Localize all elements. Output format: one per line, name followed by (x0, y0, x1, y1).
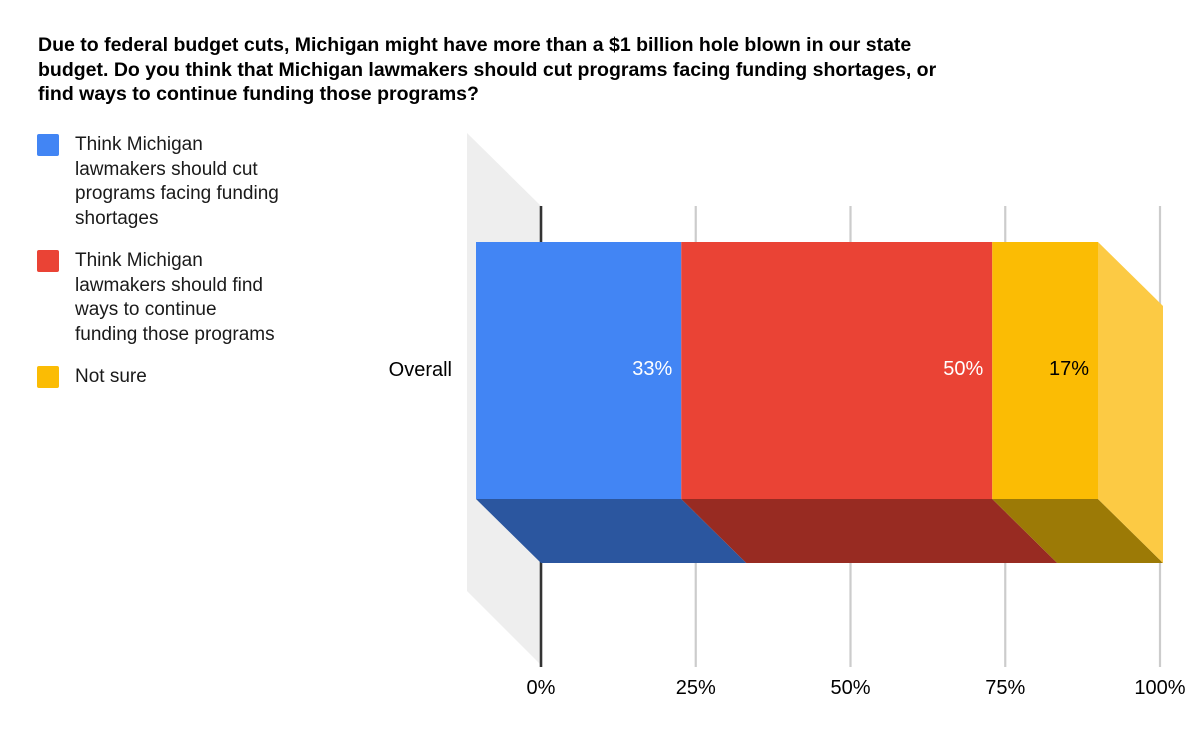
bar-segment-label-blue: 33% (632, 358, 673, 380)
bar-front-face-2 (992, 242, 1098, 499)
x-axis-tick-label-25: 25% (675, 677, 716, 699)
x-axis-tick-label-50: 50% (830, 677, 871, 699)
legend-label: Think Michigan lawmakers should find way… (75, 250, 275, 345)
bar-segment-label-red: 50% (943, 358, 984, 380)
bar-bottom-face-2 (992, 499, 1163, 563)
bar-segment-label-yellow: 17% (1048, 358, 1089, 380)
legend-item-not-sure: Not sure (37, 365, 347, 390)
bar-front-face-1 (681, 242, 993, 499)
x-axis-tick-label-100: 100% (1134, 677, 1186, 699)
bar-bottom-face-1 (681, 499, 1058, 563)
legend-label: Not sure (75, 366, 147, 387)
bar-side-face (1098, 242, 1163, 563)
category-label-overall: Overall (388, 359, 452, 381)
legend-swatch-red (37, 250, 59, 272)
legend-item-continue-funding: Think Michigan lawmakers should find way… (37, 249, 347, 347)
chart-title: Due to federal budget cuts, Michigan mig… (38, 34, 937, 105)
bar-front-face-0 (476, 242, 682, 499)
legend-label: Think Michigan lawmakers should cut prog… (75, 134, 279, 229)
bar-bottom-face-0 (476, 499, 747, 563)
legend-swatch-yellow (37, 366, 59, 388)
legend-swatch-blue (37, 134, 59, 156)
x-axis-tick-label-0: 0% (526, 677, 556, 699)
x-axis-tick-label-75: 75% (985, 677, 1026, 699)
legend-item-cut-programs: Think Michigan lawmakers should cut prog… (37, 133, 347, 231)
chart-legend: Think Michigan lawmakers should cut prog… (37, 133, 347, 390)
